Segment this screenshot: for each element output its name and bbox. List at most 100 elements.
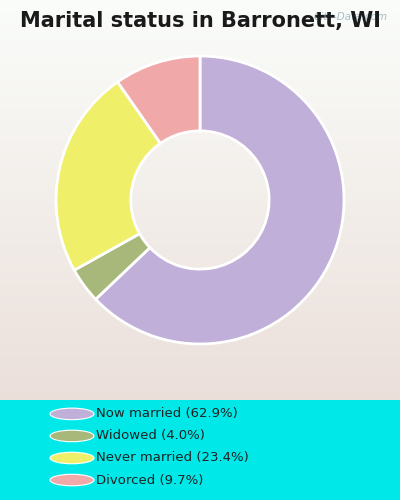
Bar [0,26,400,28]
Bar [0,32,400,34]
Bar [0,132,400,134]
Bar [0,16,400,18]
Bar [0,116,400,118]
Bar [0,142,400,144]
Bar [0,252,400,254]
Bar [0,156,400,158]
Bar [0,128,400,130]
Bar [0,72,400,74]
Bar [0,356,400,358]
Bar [0,360,400,362]
Bar [0,54,400,56]
Wedge shape [74,234,150,299]
Bar [0,220,400,222]
Bar [0,124,400,126]
Bar [0,44,400,46]
Bar [0,320,400,322]
Bar [0,256,400,258]
Bar [0,200,400,202]
Bar [0,302,400,304]
Bar [0,144,400,146]
Bar [0,140,400,142]
Bar [0,304,400,306]
Bar [0,274,400,276]
Bar [0,386,400,388]
Bar [0,216,400,218]
Bar [0,160,400,162]
Bar [0,30,400,32]
Bar [0,336,400,338]
Bar [0,344,400,346]
Bar [0,86,400,88]
Bar [0,0,400,2]
Bar [0,382,400,384]
Bar [0,28,400,30]
Bar [0,222,400,224]
Bar [0,46,400,48]
Bar [0,226,400,228]
Bar [0,130,400,132]
Bar [0,322,400,324]
Bar [0,186,400,188]
Bar [0,280,400,282]
Bar [0,176,400,178]
Bar [0,270,400,272]
Bar [0,254,400,256]
Bar [0,288,400,290]
Bar [0,364,400,366]
Bar [0,164,400,166]
Bar [0,80,400,82]
Bar [0,358,400,360]
Bar [0,306,400,308]
Bar [0,180,400,182]
Bar [0,298,400,300]
Bar [0,260,400,262]
Bar [0,326,400,328]
Bar [0,12,400,14]
Wedge shape [96,56,344,344]
Bar [0,24,400,26]
Bar [0,232,400,234]
Bar [0,278,400,280]
Bar [0,238,400,240]
Bar [0,20,400,22]
Bar [0,98,400,100]
Bar [0,240,400,242]
Circle shape [50,452,94,464]
Bar [0,276,400,278]
Bar [0,196,400,198]
Bar [0,346,400,348]
Text: City-Data.com: City-Data.com [314,12,388,22]
Bar [0,154,400,156]
Bar [0,168,400,170]
Bar [0,328,400,330]
Bar [0,64,400,66]
Bar [0,96,400,98]
Bar [0,68,400,70]
Bar [0,334,400,336]
Bar [0,192,400,194]
Bar [0,152,400,154]
Bar [0,398,400,400]
Bar [0,94,400,96]
Bar [0,150,400,152]
Bar [0,208,400,210]
Bar [0,18,400,20]
Bar [0,206,400,208]
Bar [0,38,400,40]
Bar [0,282,400,284]
Bar [0,236,400,238]
Bar [0,202,400,204]
Bar [0,148,400,150]
Bar [0,264,400,266]
Circle shape [50,430,94,442]
Bar [0,126,400,128]
Bar [0,158,400,160]
Bar [0,90,400,92]
Bar [0,50,400,52]
Wedge shape [118,56,200,144]
Bar [0,108,400,110]
Bar [0,182,400,184]
Bar [0,348,400,350]
Bar [0,110,400,112]
